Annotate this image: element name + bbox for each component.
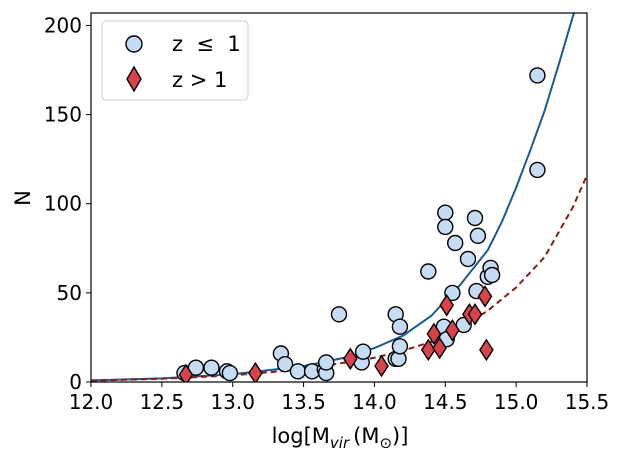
y-tick-label: 100 bbox=[44, 192, 82, 216]
point-z-gt-1 bbox=[420, 338, 436, 362]
point-z-le-1 bbox=[354, 343, 372, 360]
point-z-gt-1 bbox=[178, 363, 194, 382]
point-z-le-1 bbox=[444, 284, 461, 302]
point-z-gt-1 bbox=[467, 303, 483, 326]
point-z-le-1 bbox=[203, 359, 220, 376]
x-tick-label: 14.5 bbox=[423, 390, 468, 414]
point-z-gt-1 bbox=[342, 347, 358, 371]
point-z-le-1 bbox=[391, 318, 409, 335]
point-z-le-1 bbox=[483, 266, 501, 284]
point-z-le-1 bbox=[529, 161, 546, 179]
y-tick-label: 50 bbox=[57, 281, 82, 305]
x-tick-label: 12.0 bbox=[69, 390, 114, 414]
point-z-le-1 bbox=[447, 234, 464, 252]
x-tick-label: 15.5 bbox=[565, 390, 610, 414]
point-z-le-1 bbox=[420, 263, 437, 280]
point-z-le-1 bbox=[437, 204, 454, 221]
data-points bbox=[176, 67, 546, 382]
y-tick-label: 200 bbox=[44, 13, 82, 37]
y-tick-label: 150 bbox=[44, 103, 82, 127]
point-z-le-1 bbox=[469, 227, 487, 245]
point-z-gt-1 bbox=[445, 319, 460, 342]
x-tick-label: 14.0 bbox=[352, 390, 397, 414]
point-z-gt-1 bbox=[426, 322, 442, 346]
y-axis-ticks: 0 50 100 150 200 bbox=[44, 13, 91, 394]
legend-label-z-le-1: z ≤ 1 bbox=[172, 32, 241, 56]
point-z-le-1 bbox=[276, 356, 294, 373]
legend: z ≤ 1 z > 1 bbox=[101, 20, 249, 101]
x-tick-label: 13.0 bbox=[210, 390, 255, 414]
x-tick-label: 13.5 bbox=[281, 390, 326, 414]
point-z-le-1 bbox=[318, 354, 335, 371]
point-z-le-1 bbox=[330, 306, 348, 323]
point-z-le-1 bbox=[459, 250, 477, 268]
y-tick-label: 0 bbox=[69, 370, 82, 394]
point-z-gt-1 bbox=[439, 294, 455, 317]
x-tick-label: 15.0 bbox=[494, 390, 539, 414]
x-tick-label: 12.5 bbox=[140, 390, 185, 414]
legend-label-z-gt-1: z > 1 bbox=[172, 68, 227, 92]
legend-marker-diamond bbox=[126, 65, 142, 93]
x-axis-label: log[Mvir (M⊙)] bbox=[272, 424, 409, 452]
point-z-le-1 bbox=[391, 338, 409, 355]
x-axis-ticks: 12.0 12.5 13.0 13.5 14.0 14.5 15.0 15.5 bbox=[69, 382, 610, 414]
legend-marker-circle bbox=[125, 35, 143, 53]
point-z-le-1 bbox=[221, 364, 239, 382]
point-z-gt-1 bbox=[479, 338, 494, 362]
fit-line-dashed bbox=[91, 174, 587, 382]
plot-frame bbox=[90, 12, 588, 383]
point-z-le-1 bbox=[437, 218, 454, 236]
point-z-gt-1 bbox=[432, 336, 447, 360]
point-z-le-1 bbox=[529, 67, 546, 84]
point-z-le-1 bbox=[289, 363, 307, 380]
point-z-le-1 bbox=[466, 209, 484, 227]
y-axis-label: N bbox=[11, 190, 35, 206]
point-z-gt-1 bbox=[374, 354, 389, 378]
point-z-gt-1 bbox=[248, 361, 263, 382]
point-z-gt-1 bbox=[477, 285, 493, 308]
